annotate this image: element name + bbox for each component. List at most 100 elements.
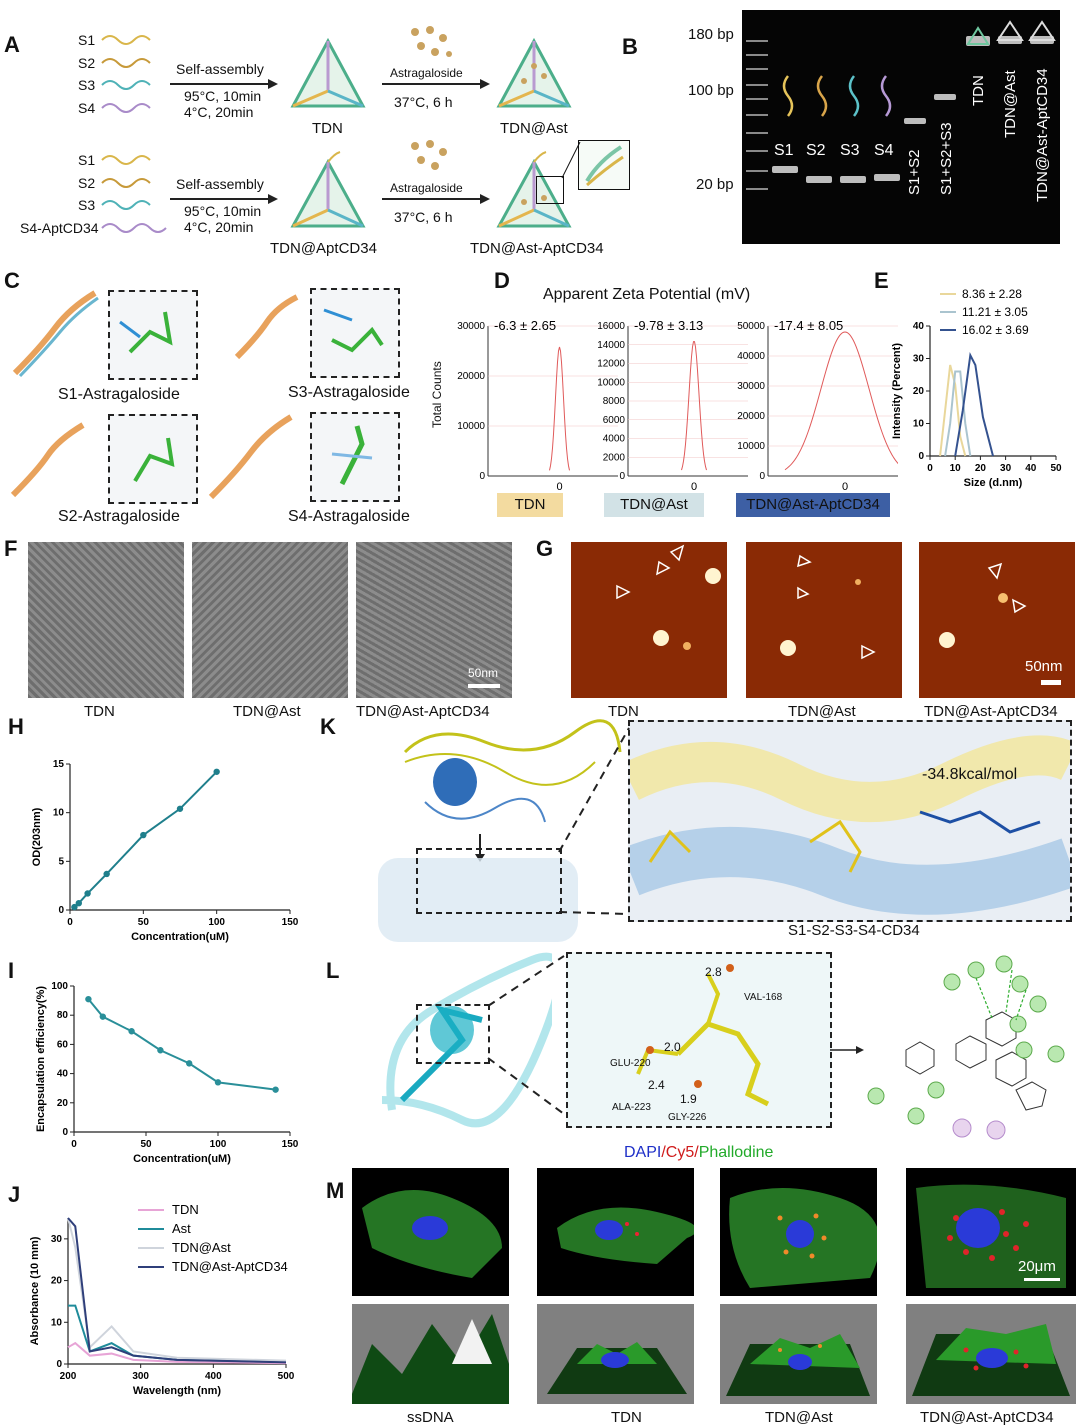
series-line [87, 998, 276, 1091]
zeta-curve [681, 341, 707, 471]
series-line [73, 771, 218, 908]
y-tick-label: 30 [51, 1234, 63, 1245]
zoom-box-l [416, 1004, 490, 1064]
y-axis-label: OD(203nm) [31, 807, 43, 866]
step1-label-2: Self-assembly [176, 176, 264, 192]
lane-s1s2s3: S1+S2+S3 [938, 122, 955, 195]
x-tick-label: 10 [950, 463, 962, 474]
protein-dna-structure-icon [403, 719, 622, 823]
legend-label: 8.36 ± 2.28 [962, 287, 1022, 301]
zoom-connector-icon [561, 141, 581, 179]
dist-1: 2.8 [705, 965, 722, 979]
stain-cy5: /Cy5/ [661, 1144, 699, 1161]
zeta-tick-label: 16000 [597, 321, 625, 332]
strand-waves-row2 [101, 155, 167, 233]
y-axis-label: Absorbance (10 mm) [29, 1236, 41, 1345]
data-point [128, 1028, 135, 1035]
x-tick-label: 150 [282, 917, 299, 928]
dna-helix-icon [234, 294, 299, 360]
dist-3: 2.4 [648, 1078, 665, 1092]
arrow-icon [170, 79, 278, 89]
surface-plot-tdn-ast [720, 1304, 877, 1404]
confocal-tdn-ast [720, 1168, 880, 1296]
zeta-tick-label: 20000 [457, 371, 485, 382]
panel-label-a: A [4, 32, 20, 57]
step1-cond1-2: 95°C, 10min [184, 203, 262, 219]
zeta-tick-label: 14000 [597, 340, 625, 351]
surface-plot-ssdna [352, 1304, 509, 1404]
y-tick-label: 30 [913, 354, 925, 365]
zeta-curve [549, 346, 570, 471]
y-tick-label: 40 [913, 321, 925, 332]
x-tick-label: 400 [205, 1371, 222, 1382]
zeta-zero-label: 0 [691, 481, 697, 493]
zoom-connector-icon [558, 727, 630, 915]
strand2-s2: S2 [78, 175, 96, 191]
tem-label-tdn: TDN [84, 703, 115, 720]
docking-zoom-k: -34.8kcal/mol [628, 720, 1072, 922]
strand2-s1: S1 [78, 152, 96, 168]
marker-180: 180 bp [688, 26, 734, 43]
panel-label-g: G [536, 536, 554, 561]
arrow-icon [382, 79, 490, 89]
panel-label-h: H [8, 714, 24, 739]
panel-label-e: E [874, 268, 889, 293]
tetrahedron-icon [290, 37, 366, 108]
surface-plot-tdn-ast-apt [906, 1304, 1076, 1404]
strand-s3: S3 [78, 77, 96, 93]
x-tick-label: 200 [60, 1371, 77, 1382]
label-s3-ast: S3-Astragaloside [288, 384, 410, 401]
strand2-s4-apt: S4-AptCD34 [20, 220, 99, 236]
afm-image-tdn-ast-apt: 50nm [919, 542, 1075, 698]
confocal-tdn [537, 1168, 697, 1296]
binding-energy: -34.8kcal/mol [922, 766, 1018, 783]
data-point [186, 1060, 193, 1067]
data-point [272, 1086, 279, 1093]
afm-image-tdn-ast [746, 542, 902, 698]
panel-label-d: D [494, 268, 510, 293]
residue-glu220: GLU-220 [610, 1058, 651, 1069]
tem-image-tdn-ast [192, 542, 348, 698]
tetrahedron-ast-icon [496, 37, 572, 108]
afm-image-tdn [571, 542, 727, 698]
y-tick-label: 80 [57, 1010, 69, 1021]
x-tick-label: 0 [71, 1139, 77, 1150]
row1-end-label: TDN@Ast [500, 120, 568, 137]
zoom-box-small [536, 176, 564, 204]
y-tick-label: 20 [57, 1098, 69, 1109]
y-tick-label: 60 [57, 1039, 69, 1050]
zeta-tick-label: 6000 [603, 415, 626, 426]
afm-label-tdn-ast: TDN@Ast [788, 703, 856, 720]
docking-zoom-s2 [108, 414, 198, 504]
interaction-2d-diagram [867, 955, 1065, 1140]
zeta-tick-label: 50000 [737, 321, 765, 332]
step1-cond2-2: 4°C, 20min [184, 219, 254, 235]
strand-waves-row1 [101, 35, 151, 113]
y-tick-label: 10 [913, 419, 925, 430]
zeta-zero-label: 0 [556, 481, 562, 493]
zeta-tick-label: 10000 [457, 421, 485, 432]
zeta-tick-label: 0 [479, 471, 485, 482]
stain-dapi: DAPI [624, 1144, 662, 1161]
x-tick-label: 100 [210, 1139, 227, 1150]
panel-label-f: F [4, 536, 18, 561]
step2-label: Astragaloside [390, 66, 463, 80]
data-point [140, 831, 147, 839]
zeta-value: -17.4 ± 8.05 [774, 318, 843, 333]
legend-label: TDN@Ast-AptCD34 [172, 1259, 288, 1274]
data-point [103, 870, 110, 878]
astragaloside-dots-icon [411, 26, 452, 57]
zeta-tick-label: 20000 [737, 411, 765, 422]
y-tick-label: 0 [56, 1359, 62, 1370]
step2-cond-2: 37°C, 6 h [394, 209, 453, 225]
confocal-label-tdn-ast: TDN@Ast [765, 1409, 833, 1426]
x-tick-label: 50 [1050, 463, 1062, 474]
x-tick-label: 0 [67, 917, 73, 928]
y-tick-label: 0 [58, 905, 64, 916]
label-s2-ast: S2-Astragaloside [58, 508, 180, 525]
zeta-ylabel: Total Counts [430, 361, 444, 428]
astragaloside-dots-icon [411, 140, 447, 170]
x-axis-label: Size (d.nm) [964, 477, 1023, 489]
